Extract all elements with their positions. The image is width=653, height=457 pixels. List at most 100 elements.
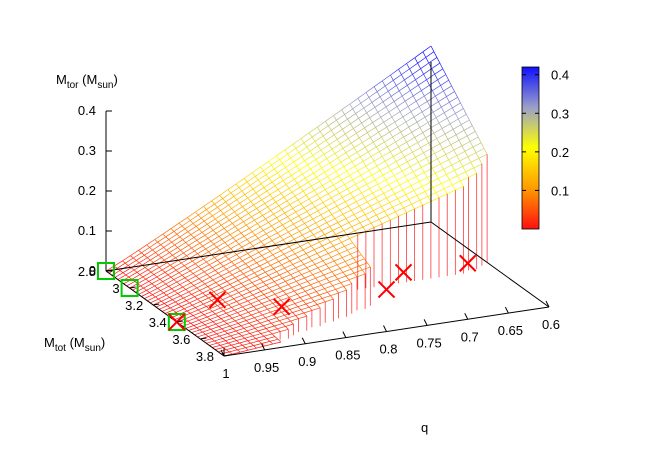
mesh-line: [225, 349, 230, 353]
colorbar-ticks: 0.10.20.30.4: [522, 68, 569, 198]
mesh-line: [289, 309, 293, 313]
mesh-line: [220, 210, 224, 214]
mesh-line: [136, 260, 140, 263]
mesh-line: [289, 199, 299, 205]
mesh-line: [299, 231, 303, 236]
mesh-line: [292, 260, 302, 265]
mesh-line: [361, 192, 365, 198]
mesh-line: [369, 183, 378, 189]
mesh-line: [218, 281, 228, 286]
mesh-line: [204, 283, 209, 287]
mesh-line: [439, 143, 444, 150]
mesh-line: [324, 230, 333, 235]
mesh-line: [280, 236, 284, 241]
mesh-line: [314, 206, 319, 212]
mesh-line: [466, 135, 471, 142]
mesh-line: [353, 257, 357, 263]
mesh-line: [230, 192, 235, 197]
mesh-line: [367, 262, 371, 268]
mesh-line: [242, 256, 251, 262]
mesh-line: [205, 331, 214, 335]
mesh-line: [282, 224, 286, 229]
mesh-line: [219, 189, 229, 196]
mesh-line: [230, 333, 239, 337]
mesh-line: [229, 312, 238, 317]
mesh-line: [175, 297, 184, 303]
mesh-line: [300, 203, 305, 208]
mesh-line: [150, 259, 154, 263]
mesh-line: [206, 316, 211, 320]
mesh-line: [188, 287, 197, 293]
mesh-line: [441, 101, 450, 108]
mesh-line: [284, 149, 288, 155]
mesh-line: [198, 223, 208, 230]
mesh-line: [218, 221, 222, 226]
mesh-line: [455, 134, 460, 141]
mesh-line: [370, 201, 379, 207]
mesh-line: [339, 209, 344, 215]
mesh-line: [327, 288, 336, 293]
mesh-line: [421, 84, 430, 91]
mesh-line: [312, 271, 321, 276]
mesh-line: [158, 254, 162, 258]
mesh-line: [235, 221, 244, 227]
mesh-line: [350, 118, 359, 125]
mesh-line: [154, 285, 158, 289]
mesh-line: [468, 172, 477, 178]
mesh-line: [423, 147, 432, 154]
mesh-line: [285, 290, 295, 295]
mesh-line: [181, 275, 186, 279]
mesh-line: [359, 201, 368, 207]
mesh-line: [467, 156, 472, 163]
mesh-line: [255, 335, 264, 339]
mesh-line: [277, 339, 282, 343]
mesh-line: [449, 123, 454, 130]
mesh-line: [319, 241, 323, 247]
mesh-line: [218, 285, 223, 289]
mesh-line: [362, 161, 367, 167]
mesh-line: [319, 198, 324, 203]
mesh-line: [253, 204, 257, 209]
mesh-line: [194, 250, 198, 254]
mesh-line: [329, 157, 339, 164]
mesh-line: [324, 288, 328, 293]
mesh-line: [212, 267, 216, 271]
mesh-line: [394, 121, 399, 128]
mesh-line: [288, 231, 292, 236]
mesh-line: [336, 205, 341, 211]
mesh-line: [286, 253, 296, 258]
mesh-line: [212, 311, 216, 315]
mesh-line: [214, 270, 219, 274]
mesh-line: [247, 197, 252, 202]
mesh-line: [438, 117, 448, 124]
mesh-line: [390, 74, 394, 81]
mesh-line: [427, 117, 437, 123]
mesh-line: [158, 267, 163, 271]
mesh-line: [444, 107, 453, 113]
mesh-line: [207, 218, 216, 225]
x-tick-label: 0.9: [298, 354, 316, 369]
mesh-line: [164, 272, 169, 276]
mesh-line: [226, 320, 236, 324]
mesh-line: [254, 281, 264, 286]
mesh-line: [350, 209, 355, 215]
mesh-line: [225, 301, 229, 306]
mesh-line: [370, 223, 375, 228]
mesh-line: [221, 328, 226, 332]
mesh-line: [273, 264, 282, 269]
mesh-line: [211, 338, 215, 342]
mesh-line: [325, 264, 330, 269]
mesh-line: [243, 236, 248, 240]
mesh-line: [257, 275, 261, 280]
mesh-line: [246, 219, 255, 226]
x-tick-mark: [423, 319, 428, 326]
mesh-line: [250, 340, 259, 344]
mesh-line: [287, 271, 291, 275]
mesh-line: [292, 312, 296, 316]
mesh-line: [225, 196, 234, 203]
mesh-line: [224, 330, 228, 334]
mesh-line: [222, 295, 231, 300]
mesh-line: [311, 307, 321, 311]
mesh-line: [381, 219, 391, 225]
mesh-line: [278, 205, 282, 210]
